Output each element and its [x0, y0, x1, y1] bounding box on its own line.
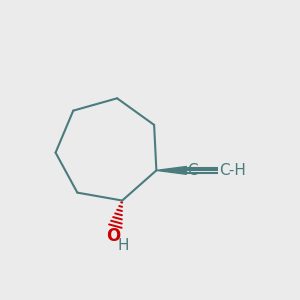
- Text: C: C: [188, 163, 198, 178]
- Text: C: C: [219, 163, 230, 178]
- Text: O: O: [106, 226, 121, 244]
- Text: H: H: [117, 238, 129, 253]
- Text: -H: -H: [224, 163, 246, 178]
- Polygon shape: [156, 167, 186, 174]
